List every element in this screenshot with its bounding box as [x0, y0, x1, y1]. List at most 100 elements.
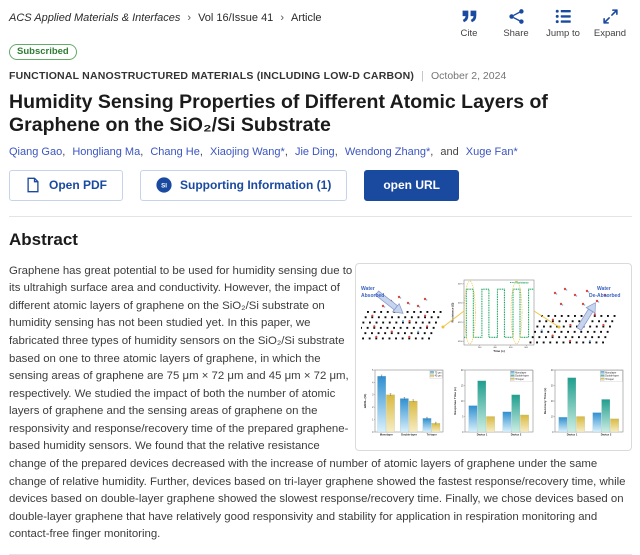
author-separator: , [334, 145, 341, 158]
svg-text:30: 30 [551, 385, 554, 387]
author-link[interactable]: Qiang Gao [9, 145, 63, 158]
svg-text:75 μm: 75 μm [435, 371, 442, 374]
svg-text:Tri-layer: Tri-layer [427, 432, 437, 436]
svg-text:Device 1: Device 1 [567, 432, 578, 436]
author-link[interactable]: Xuge Fan* [465, 145, 518, 158]
breadcrumb: ACS Applied Materials & Interfaces › Vol 1… [9, 8, 322, 24]
svg-text:0: 0 [372, 432, 374, 434]
graphical-abstract-figure[interactable]: Water Absorbed 6200 6225 6250 6275 200 400 600 80… [355, 262, 632, 451]
svg-text:3: 3 [372, 394, 374, 396]
svg-text:20: 20 [461, 370, 464, 372]
meta-row: FUNCTIONAL NANOSTRUCTURED MATERIALS (INC… [9, 70, 632, 82]
svg-text:0: 0 [552, 432, 554, 434]
author-separator: , [430, 145, 437, 158]
breadcrumb-separator: › [187, 12, 192, 24]
top-bar: ACS Applied Materials & Interfaces › Vol 1… [9, 8, 632, 39]
abstract-body: Water Absorbed 6200 6225 6250 6275 200 400 600 80… [9, 262, 632, 544]
svg-text:800: 800 [524, 347, 528, 349]
svg-text:Resistance: Resistance [516, 281, 530, 284]
list-icon [555, 8, 572, 25]
and-label: and [440, 145, 462, 158]
svg-text:1: 1 [372, 419, 374, 421]
svg-text:Tri-layer: Tri-layer [515, 378, 524, 381]
expand-icon [602, 8, 619, 25]
svg-text:10: 10 [551, 416, 554, 418]
share-icon [508, 8, 525, 25]
open-pdf-button[interactable]: Open PDF [9, 169, 124, 201]
breadcrumb-separator: › [280, 12, 284, 24]
action-label: Share [503, 28, 529, 39]
supporting-information-button[interactable]: SI Supporting Information (1) [140, 169, 348, 201]
svg-text:Water: Water [361, 286, 375, 292]
svg-text:6275: 6275 [458, 283, 463, 285]
svg-text:Recovery Time (s): Recovery Time (s) [543, 387, 547, 414]
svg-text:Monolayer: Monolayer [605, 371, 616, 374]
svg-text:Resistance (Ω): Resistance (Ω) [451, 302, 455, 322]
svg-text:600: 600 [509, 347, 513, 349]
svg-text:Device 2: Device 2 [601, 432, 612, 436]
header-actions: Cite Share Jump to Expand [447, 8, 632, 39]
author-link[interactable]: Xiaojing Wang* [210, 145, 285, 158]
svg-text:Double-layer: Double-layer [401, 432, 417, 436]
subscribed-badge: Subscribed [9, 44, 77, 60]
open-url-button[interactable]: open URL [364, 169, 459, 201]
pdf-icon [25, 177, 41, 193]
jump-to-button[interactable]: Jump to [541, 8, 585, 39]
svg-text:Double-layer: Double-layer [605, 374, 619, 377]
svg-text:ΔR/R₀ (%): ΔR/R₀ (%) [363, 393, 367, 408]
expand-button[interactable]: Expand [588, 8, 632, 39]
svg-text:6250: 6250 [458, 303, 463, 305]
svg-text:Absorbed: Absorbed [361, 293, 384, 299]
toolbar: Open PDF SI Supporting Information (1) o… [9, 169, 632, 201]
svg-text:400: 400 [493, 347, 497, 349]
svg-text:Water: Water [597, 286, 611, 292]
share-button[interactable]: Share [494, 8, 538, 39]
si-icon: SI [156, 177, 172, 193]
svg-text:2: 2 [372, 407, 374, 409]
author-separator: , [140, 145, 147, 158]
svg-text:6200: 6200 [458, 341, 463, 343]
svg-text:5: 5 [372, 370, 374, 372]
badge-row: Subscribed [9, 41, 632, 60]
action-label: Cite [460, 28, 478, 39]
svg-text:0: 0 [462, 432, 464, 434]
author-link[interactable]: Hongliang Ma [72, 145, 141, 158]
author-link[interactable]: Wendong Zhang* [344, 145, 431, 158]
author-separator: , [199, 145, 206, 158]
svg-text:4: 4 [372, 382, 374, 384]
abstract-heading: Abstract [9, 229, 78, 249]
svg-text:Tri-layer: Tri-layer [605, 378, 614, 381]
svg-text:5: 5 [462, 416, 464, 418]
svg-text:Device 1: Device 1 [477, 432, 488, 436]
breadcrumb-item[interactable]: Vol 16/Issue 41 [198, 12, 274, 24]
action-label: Expand [593, 28, 627, 39]
svg-text:Response Time (s): Response Time (s) [453, 387, 457, 414]
subject-category-link[interactable]: FUNCTIONAL NANOSTRUCTURED MATERIALS (INC… [9, 70, 415, 82]
breadcrumb-item[interactable]: ACS Applied Materials & Interfaces [9, 12, 181, 24]
open-url-label: open URL [383, 178, 440, 193]
svg-text:Time (s): Time (s) [493, 349, 504, 353]
responsivity-chart: ΔR/R₀ (%) 0 1 2 3 4 5 Monolayer Double-layer Tri-… [363, 369, 444, 436]
author-separator: , [62, 145, 69, 158]
svg-text:40: 40 [551, 370, 554, 372]
svg-text:20: 20 [551, 401, 554, 403]
svg-text:45 μm: 45 μm [435, 374, 442, 377]
author-link[interactable]: Jie Ding [294, 145, 335, 158]
action-label: Jump to [546, 28, 580, 39]
svg-text:10: 10 [461, 401, 464, 403]
author-link[interactable]: Chang He [150, 145, 200, 158]
resistance-chart: 6200 6225 6250 6275 200 400 600 800 Time (s) Resi… [451, 279, 535, 353]
breadcrumb-item: Article [290, 12, 322, 24]
meta-separator: | [421, 70, 424, 82]
svg-text:Device 2: Device 2 [511, 432, 522, 436]
cite-button[interactable]: Cite [447, 8, 491, 39]
svg-text:SI: SI [161, 183, 167, 190]
article-title: Humidity Sensing Properties of Different… [9, 91, 548, 137]
svg-text:15: 15 [461, 385, 464, 387]
quote-icon [461, 8, 478, 25]
svg-text:De-Absorbed: De-Absorbed [589, 293, 620, 299]
section-divider [9, 215, 632, 217]
